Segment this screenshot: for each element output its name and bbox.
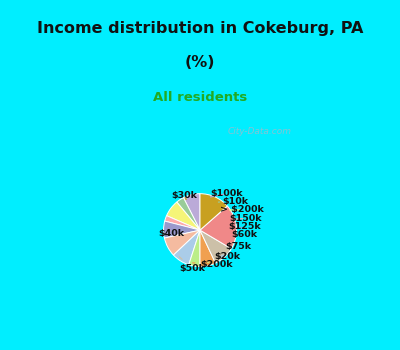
- Text: $10k: $10k: [218, 197, 248, 206]
- Text: $50k: $50k: [179, 257, 205, 273]
- Text: $20k: $20k: [208, 252, 240, 262]
- Text: City-Data.com: City-Data.com: [228, 127, 292, 136]
- Wedge shape: [166, 202, 200, 230]
- Text: $30k: $30k: [171, 191, 197, 199]
- Text: $75k: $75k: [220, 242, 252, 257]
- Wedge shape: [174, 230, 200, 265]
- Wedge shape: [200, 194, 227, 230]
- Wedge shape: [165, 216, 200, 230]
- Text: $200k: $200k: [193, 260, 233, 269]
- Wedge shape: [164, 221, 200, 238]
- Wedge shape: [200, 206, 236, 249]
- Text: $60k: $60k: [231, 230, 257, 244]
- Text: $40k: $40k: [159, 229, 185, 238]
- Text: $125k: $125k: [228, 222, 261, 231]
- Wedge shape: [164, 230, 200, 255]
- Text: Income distribution in Cokeburg, PA: Income distribution in Cokeburg, PA: [37, 21, 363, 36]
- Wedge shape: [177, 198, 200, 230]
- Text: > $200k: > $200k: [220, 205, 264, 215]
- Text: $100k: $100k: [210, 189, 243, 198]
- Text: All residents: All residents: [153, 91, 247, 104]
- Wedge shape: [189, 230, 200, 267]
- Text: (%): (%): [185, 55, 215, 70]
- Wedge shape: [200, 230, 216, 267]
- Wedge shape: [184, 194, 200, 230]
- Wedge shape: [200, 230, 231, 263]
- Text: $150k: $150k: [229, 214, 262, 223]
